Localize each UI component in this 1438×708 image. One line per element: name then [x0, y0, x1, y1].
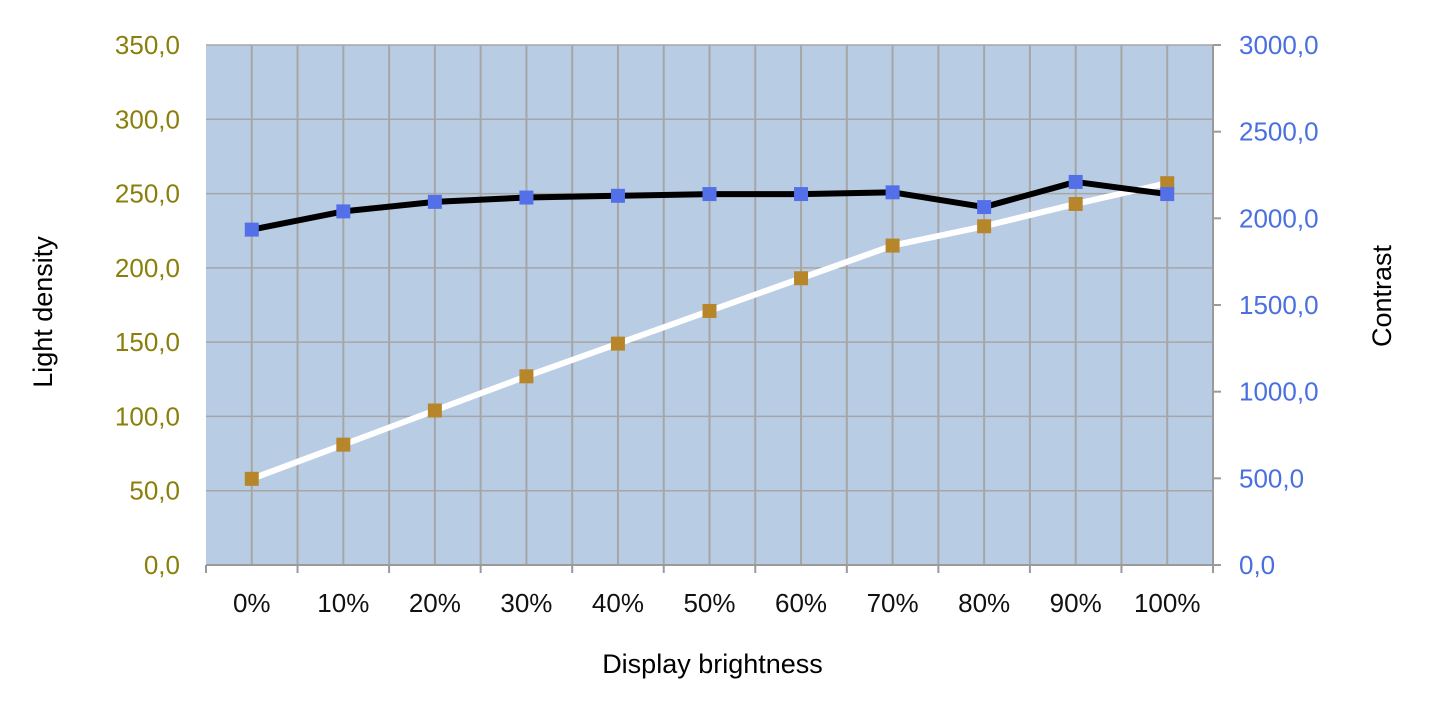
x-tick-label: 20%	[409, 588, 461, 618]
series-1-point	[1068, 196, 1083, 211]
x-tick-label: 60%	[775, 588, 827, 618]
y-right-tick-label: 1000,0	[1239, 377, 1319, 407]
x-tick-label: 0%	[233, 588, 271, 618]
y-left-tick-label: 350,0	[115, 30, 180, 60]
series-1-point	[244, 471, 259, 486]
y-right-tick-label: 500,0	[1239, 463, 1304, 493]
series-1-point	[702, 303, 717, 318]
x-tick-label: 50%	[683, 588, 735, 618]
series-2-point	[1068, 174, 1083, 189]
series-2-point	[244, 222, 259, 237]
y-left-tick-label: 200,0	[115, 253, 180, 283]
series-2-point	[702, 187, 717, 202]
tick-labels: 0,0 50,0 100,0 150,0 200,0 250,0 300,0 350,0 0,0…	[115, 30, 1319, 618]
y-left-tick-label: 250,0	[115, 179, 180, 209]
y-right-tick-label: 3000,0	[1239, 30, 1319, 60]
x-tick-label: 80%	[958, 588, 1010, 618]
series-2-point	[794, 187, 809, 202]
series-2-point	[519, 190, 534, 205]
axes	[205, 44, 1221, 573]
x-axis-title: Display brightness	[602, 649, 823, 679]
x-tick-label: 30%	[500, 588, 552, 618]
y-right-tick-label: 0,0	[1239, 550, 1275, 580]
y-axis-right-title: Contrast	[1367, 244, 1397, 347]
x-tick-label: 90%	[1050, 588, 1102, 618]
series-1-point	[610, 336, 625, 351]
y-left-tick-label: 0,0	[144, 550, 180, 580]
y-right-tick-label: 2000,0	[1239, 203, 1319, 233]
y-right-tick-label: 1500,0	[1239, 290, 1319, 320]
series-2-point	[427, 194, 442, 209]
series-2-point	[1160, 187, 1175, 202]
series-1-point	[519, 369, 534, 384]
x-tick-label: 100%	[1134, 588, 1201, 618]
series-2-point	[885, 185, 900, 200]
y-left-tick-label: 300,0	[115, 104, 180, 134]
series-2-point	[610, 188, 625, 203]
y-left-tick-label: 150,0	[115, 327, 180, 357]
series-1-point	[885, 238, 900, 253]
series-2-point	[336, 204, 351, 219]
series-1	[244, 176, 1175, 486]
y-left-tick-label: 100,0	[115, 401, 180, 431]
y-left-tick-label: 50,0	[129, 476, 180, 506]
x-tick-label: 10%	[317, 588, 369, 618]
series-1-point	[336, 437, 351, 452]
series-1-point	[427, 403, 442, 418]
series-1-point	[1160, 176, 1175, 191]
x-tick-label: 70%	[867, 588, 919, 618]
series-layer	[244, 174, 1175, 486]
x-tick-label: 40%	[592, 588, 644, 618]
y-axis-left-title: Light density	[28, 236, 58, 388]
series-2	[244, 174, 1175, 237]
series-1-point	[794, 271, 809, 286]
series-1-point	[977, 219, 992, 234]
y-right-tick-label: 2500,0	[1239, 117, 1319, 147]
series-2-point	[977, 200, 992, 215]
